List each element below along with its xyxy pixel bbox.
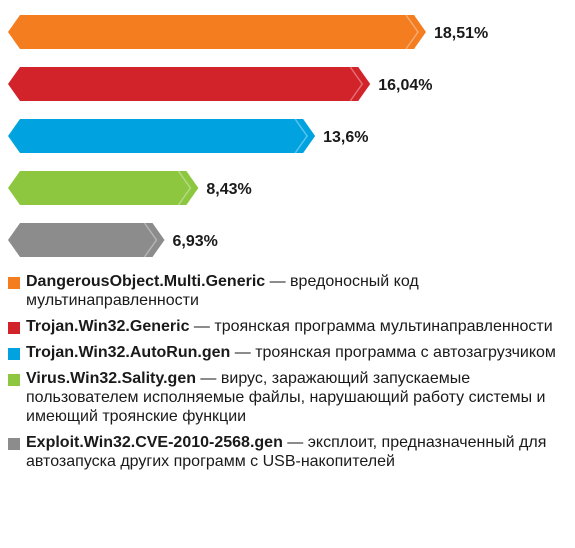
bar-value-label: 16,04%: [378, 77, 432, 94]
legend-description: — эксплоит, предназначенный для автозапу…: [26, 434, 547, 470]
bar-group: 6,93%: [8, 222, 218, 258]
bar: [8, 15, 426, 49]
bar-highlight: [143, 222, 158, 258]
bar-highlight: [405, 14, 419, 50]
bar-chart: 18,51% 16,04% 13,6% 8,43% 6,93%: [8, 14, 488, 258]
bar-group: 13,6%: [8, 118, 368, 154]
bar-value-label: 6,93%: [172, 233, 217, 250]
legend-name: Virus.Win32.Sality.gen: [26, 370, 196, 387]
legend-item: Virus.Win32.Sality.gen — вирус, заражающ…: [8, 369, 568, 426]
legend-description: — вирус, заражающий запускаемые пользова…: [26, 370, 546, 425]
legend-item: Trojan.Win32.Generic — троянская програм…: [8, 317, 568, 336]
legend-item: DangerousObject.Multi.Generic — вредонос…: [8, 272, 568, 310]
legend-swatch: [8, 374, 20, 386]
bar-value-label: 8,43%: [206, 181, 251, 198]
legend-name: Trojan.Win32.AutoRun.gen: [26, 344, 231, 361]
legend-name: DangerousObject.Multi.Generic: [26, 273, 266, 290]
bar: [8, 171, 199, 205]
bar-value-label: 18,51%: [434, 25, 488, 42]
bar-highlight: [349, 66, 364, 102]
legend-swatch: [8, 348, 20, 360]
bar-group: 16,04%: [8, 66, 432, 102]
legend-swatch: [8, 438, 20, 450]
bar-highlight: [294, 118, 309, 154]
bar: [8, 119, 316, 153]
legend-description: — троянская программа с автозагрузчиком: [230, 344, 556, 361]
bar-value-label: 13,6%: [323, 129, 368, 146]
legend-swatch: [8, 322, 20, 334]
bar-group: 18,51%: [8, 14, 488, 50]
legend-description: — троянская программа мультинаправленнос…: [189, 318, 553, 335]
bar-highlight: [177, 170, 192, 206]
bar: [8, 67, 371, 101]
legend-name: Trojan.Win32.Generic: [26, 318, 190, 335]
bar: [8, 223, 165, 257]
legend-name: Exploit.Win32.CVE-2010-2568.gen: [26, 434, 283, 451]
legend: DangerousObject.Multi.Generic — вредонос…: [8, 272, 568, 478]
bar-group: 8,43%: [8, 170, 252, 206]
legend-item: Trojan.Win32.AutoRun.gen — троянская про…: [8, 343, 568, 362]
legend-item: Exploit.Win32.CVE-2010-2568.gen — экспло…: [8, 433, 568, 471]
legend-swatch: [8, 277, 20, 289]
legend-description: — вредоносный код мультинаправленности: [26, 273, 419, 309]
